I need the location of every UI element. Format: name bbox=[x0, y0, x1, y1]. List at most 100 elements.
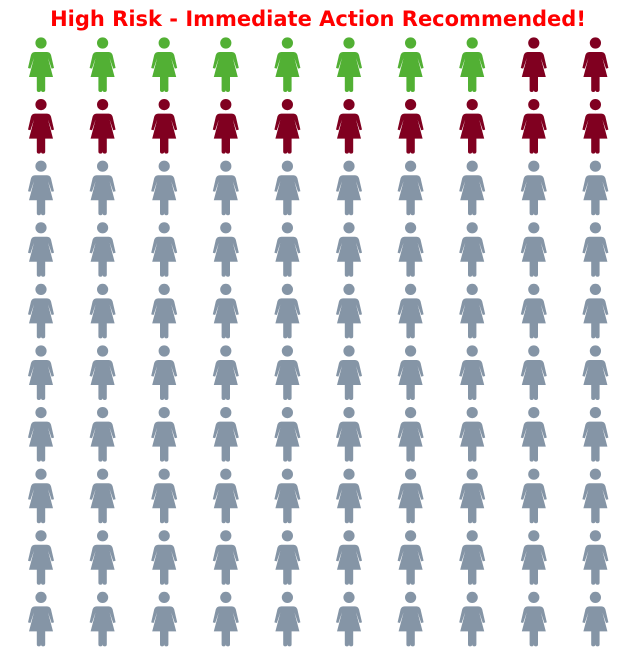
female-person-icon bbox=[336, 160, 362, 216]
female-person-icon bbox=[151, 468, 178, 524]
female-person-icon bbox=[28, 468, 54, 524]
female-person-icon bbox=[28, 222, 54, 277]
female-person-icon bbox=[212, 160, 239, 216]
female-person-icon bbox=[459, 37, 486, 92]
female-person-icon bbox=[459, 345, 486, 400]
female-person-icon bbox=[582, 99, 609, 154]
female-person-icon bbox=[89, 160, 116, 216]
female-person-icon bbox=[459, 283, 486, 339]
female-person-icon bbox=[459, 160, 486, 216]
female-person-icon bbox=[212, 468, 239, 524]
female-person-icon bbox=[397, 99, 424, 154]
female-person-icon bbox=[397, 283, 424, 339]
female-person-icon bbox=[459, 99, 486, 154]
female-person-icon bbox=[582, 530, 609, 585]
female-person-icon bbox=[274, 530, 301, 585]
female-person-icon bbox=[582, 407, 609, 462]
female-person-icon bbox=[582, 222, 609, 277]
female-person-icon bbox=[520, 345, 547, 400]
female-person-icon bbox=[397, 530, 424, 585]
female-person-icon bbox=[212, 345, 239, 400]
female-person-icon bbox=[397, 468, 424, 524]
female-person-icon bbox=[397, 345, 424, 400]
female-person-icon bbox=[520, 407, 547, 462]
female-person-icon bbox=[89, 99, 116, 154]
female-person-icon bbox=[89, 407, 116, 462]
female-person-icon bbox=[151, 407, 178, 462]
female-person-icon bbox=[520, 37, 547, 92]
female-person-icon bbox=[151, 99, 178, 154]
female-person-icon bbox=[336, 530, 362, 585]
female-person-icon bbox=[582, 160, 609, 216]
female-person-icon bbox=[89, 591, 116, 647]
female-person-icon bbox=[582, 345, 609, 400]
female-person-icon bbox=[520, 530, 547, 585]
female-person-icon bbox=[520, 160, 547, 216]
female-person-icon bbox=[582, 37, 609, 92]
female-person-icon bbox=[397, 37, 424, 92]
female-person-icon bbox=[582, 283, 609, 339]
female-person-icon bbox=[28, 283, 54, 339]
female-person-icon bbox=[520, 222, 547, 277]
female-person-icon bbox=[520, 591, 547, 647]
female-person-icon bbox=[459, 591, 486, 647]
female-person-icon bbox=[212, 407, 239, 462]
female-person-icon bbox=[151, 345, 178, 400]
chart-title: High Risk - Immediate Action Recommended… bbox=[50, 7, 586, 31]
female-person-icon bbox=[212, 530, 239, 585]
female-person-icon bbox=[336, 591, 362, 647]
female-person-icon bbox=[28, 160, 54, 216]
female-person-icon bbox=[212, 37, 239, 92]
female-person-icon bbox=[151, 222, 178, 277]
female-person-icon bbox=[28, 407, 54, 462]
female-person-icon bbox=[89, 468, 116, 524]
female-person-icon bbox=[520, 99, 547, 154]
female-person-icon bbox=[151, 160, 178, 216]
female-person-icon bbox=[397, 160, 424, 216]
female-person-icon bbox=[397, 591, 424, 647]
female-person-icon bbox=[520, 283, 547, 339]
female-person-icon bbox=[397, 407, 424, 462]
female-person-icon bbox=[151, 591, 178, 647]
female-person-icon bbox=[336, 468, 362, 524]
female-person-icon bbox=[274, 468, 301, 524]
female-person-icon bbox=[459, 407, 486, 462]
female-person-icon bbox=[28, 530, 54, 585]
female-person-icon bbox=[336, 283, 362, 339]
female-person-icon bbox=[28, 345, 54, 400]
female-person-icon bbox=[274, 160, 301, 216]
female-person-icon bbox=[28, 591, 54, 647]
female-person-icon bbox=[89, 345, 116, 400]
female-person-icon bbox=[89, 222, 116, 277]
female-person-icon bbox=[274, 99, 301, 154]
female-person-icon bbox=[28, 99, 54, 154]
female-person-icon bbox=[212, 99, 239, 154]
female-person-icon bbox=[274, 345, 301, 400]
female-person-icon bbox=[336, 222, 362, 277]
female-person-icon bbox=[89, 283, 116, 339]
female-person-icon bbox=[274, 37, 301, 92]
female-person-icon bbox=[151, 530, 178, 585]
female-person-icon bbox=[520, 468, 547, 524]
female-person-icon bbox=[582, 468, 609, 524]
female-person-icon bbox=[28, 37, 54, 92]
female-person-icon bbox=[212, 283, 239, 339]
female-person-icon bbox=[336, 37, 362, 92]
female-person-icon bbox=[274, 283, 301, 339]
female-person-icon bbox=[274, 591, 301, 647]
female-person-icon bbox=[151, 283, 178, 339]
female-person-icon bbox=[459, 222, 486, 277]
female-person-icon bbox=[151, 37, 178, 92]
female-person-icon bbox=[336, 345, 362, 400]
female-person-icon bbox=[274, 222, 301, 277]
female-person-icon bbox=[459, 468, 486, 524]
female-person-icon bbox=[459, 530, 486, 585]
female-person-icon bbox=[212, 591, 239, 647]
female-person-icon bbox=[582, 591, 609, 647]
female-person-icon bbox=[397, 222, 424, 277]
female-person-icon bbox=[212, 222, 239, 277]
female-person-icon bbox=[336, 99, 362, 154]
female-person-icon bbox=[274, 407, 301, 462]
female-person-icon bbox=[336, 407, 362, 462]
